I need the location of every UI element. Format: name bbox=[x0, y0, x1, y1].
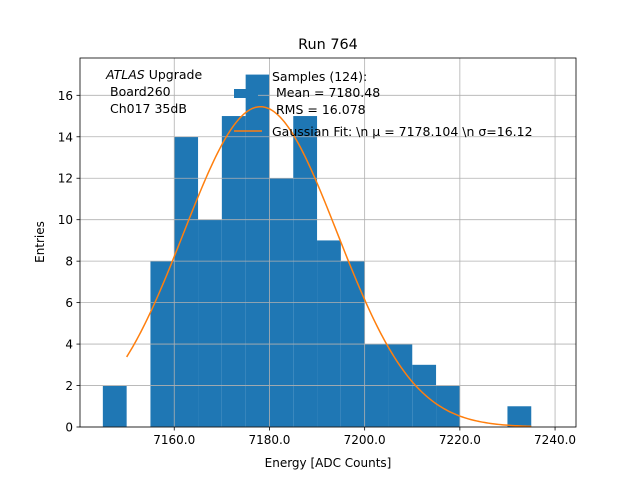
y-tick-label: 16 bbox=[58, 89, 73, 103]
histogram-bar bbox=[317, 240, 341, 427]
histogram-bar bbox=[198, 219, 222, 427]
x-tick-label: 7220.0 bbox=[439, 433, 481, 447]
legend-rms: RMS = 16.078 bbox=[276, 102, 366, 117]
legend: Samples (124): Mean = 7180.48 RMS = 16.0… bbox=[234, 69, 533, 139]
y-tick-label: 0 bbox=[65, 421, 73, 435]
histogram-bar bbox=[174, 136, 199, 428]
plot-frame bbox=[79, 57, 577, 428]
legend-mean: Mean = 7180.48 bbox=[276, 85, 380, 100]
gaussian-fit-curve bbox=[126, 105, 532, 428]
upgrade-label: Upgrade bbox=[145, 67, 203, 82]
histogram-bar bbox=[507, 406, 532, 427]
y-tick-label: 10 bbox=[58, 213, 73, 227]
legend-histogram-swatch bbox=[234, 89, 258, 98]
x-tick-label: 7240.0 bbox=[534, 433, 576, 447]
x-tick-label: 7180.0 bbox=[248, 433, 290, 447]
histogram-bar bbox=[245, 74, 270, 428]
histogram-bar bbox=[293, 116, 318, 427]
y-tick-label: 8 bbox=[65, 255, 73, 269]
y-tick-label: 2 bbox=[65, 379, 73, 393]
histogram-bar bbox=[102, 385, 127, 427]
x-axis-label: Energy [ADC Counts] bbox=[265, 456, 392, 470]
atlas-annotation: ATLAS Upgrade Board260 Ch017 35dB bbox=[105, 67, 202, 116]
histogram-bar bbox=[412, 364, 437, 427]
atlas-label: ATLAS bbox=[105, 67, 145, 82]
legend-samples: Samples (124): bbox=[272, 69, 367, 84]
board-label: Board260 bbox=[110, 84, 171, 99]
y-axis-label: Entries bbox=[33, 221, 47, 263]
histogram-bar bbox=[436, 385, 460, 427]
y-tick-label: 6 bbox=[65, 296, 73, 310]
y-tick-label: 14 bbox=[58, 130, 73, 144]
y-tick-label: 4 bbox=[65, 338, 73, 352]
x-tick-label: 7160.0 bbox=[153, 433, 195, 447]
svg-text:ATLAS Upgrade: ATLAS Upgrade bbox=[105, 67, 202, 82]
y-tick-label: 12 bbox=[58, 172, 73, 186]
legend-fit: Gaussian Fit: \n μ = 7178.104 \n σ=16.12 bbox=[272, 124, 533, 139]
chart-title: Run 764 bbox=[298, 37, 358, 53]
channel-label: Ch017 35dB bbox=[110, 101, 187, 116]
x-tick-label: 7200.0 bbox=[344, 433, 386, 447]
histogram-bar bbox=[221, 116, 246, 427]
